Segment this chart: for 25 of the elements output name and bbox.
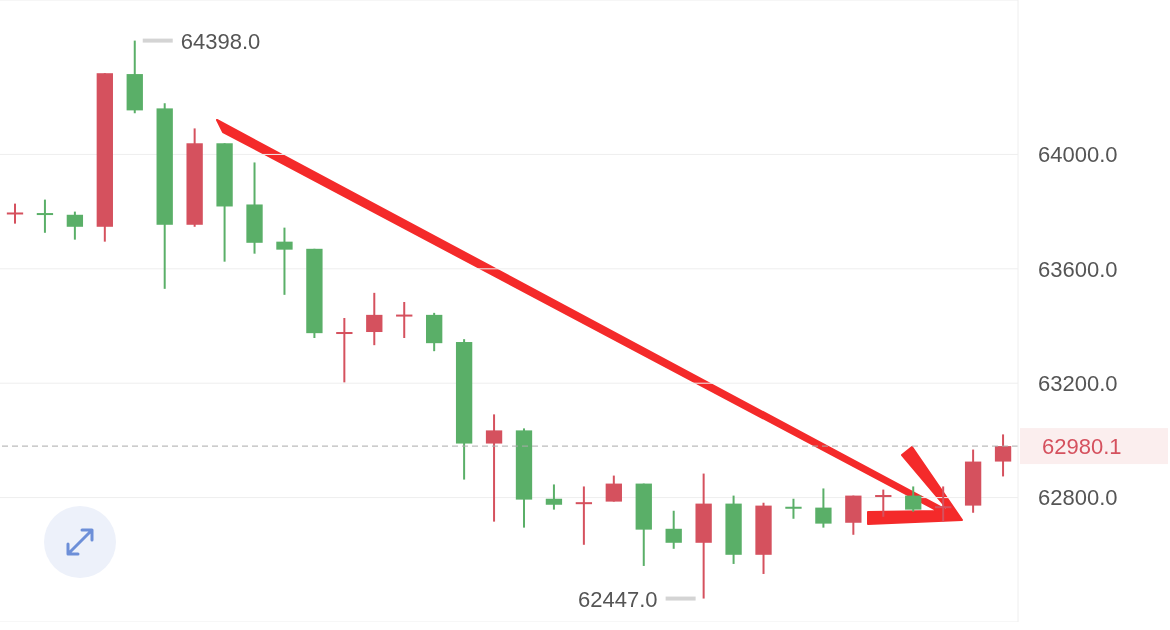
candlestick	[905, 485, 922, 513]
ref-line-label: 62980.1	[1042, 434, 1122, 460]
y-tick-label: 63600.0	[1038, 256, 1118, 282]
candlestick	[366, 291, 383, 347]
candlestick	[66, 210, 84, 241]
y-tick-label: 64000.0	[1038, 142, 1118, 168]
candlestick	[875, 488, 892, 518]
candlestick	[935, 485, 952, 523]
y-tick-label: 63200.0	[1038, 371, 1118, 397]
candlestick	[485, 413, 503, 523]
candlestick	[665, 509, 682, 550]
annotation: 62447.0	[578, 586, 658, 612]
candlestick	[336, 317, 353, 384]
candlestick	[396, 300, 413, 340]
candlestick	[605, 474, 622, 503]
annotation: 64398.0	[180, 28, 261, 54]
y-tick-label: 62800.0	[1038, 485, 1118, 511]
candlestick	[575, 485, 593, 546]
candlestick	[994, 433, 1012, 478]
candlestick	[36, 198, 54, 234]
candlestick	[545, 483, 563, 511]
candlestick	[6, 202, 24, 225]
candlestick	[276, 226, 293, 296]
candlestick	[785, 497, 802, 520]
candlestick	[815, 487, 832, 529]
